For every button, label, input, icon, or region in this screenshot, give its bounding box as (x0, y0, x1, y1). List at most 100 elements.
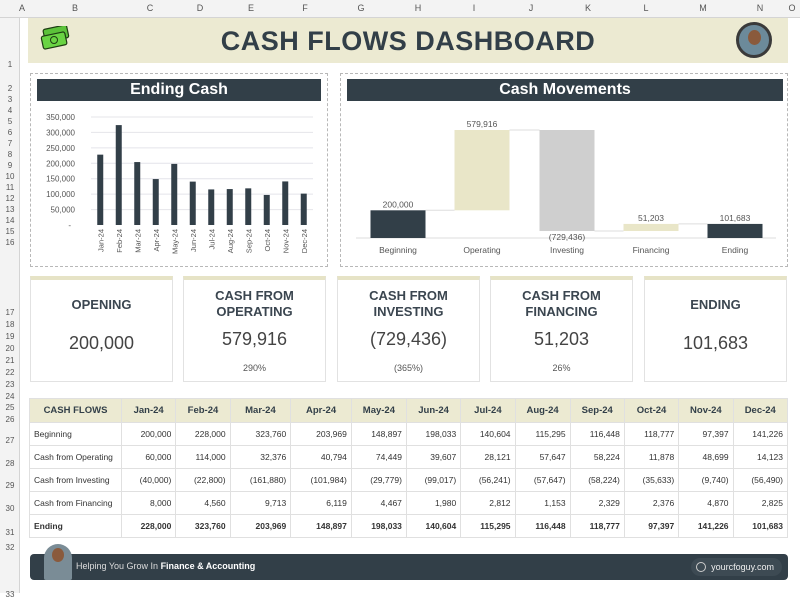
waterfall-bar-investing[interactable] (539, 130, 595, 232)
table-cell: 115,295 (514, 422, 571, 446)
row-header[interactable]: 30 (5, 504, 15, 513)
waterfall-bar-operating[interactable] (454, 130, 510, 211)
x-tick-label: May-24 (170, 229, 179, 254)
row-header[interactable]: 3 (7, 95, 13, 104)
bar-Feb-24[interactable] (115, 125, 122, 225)
row-header[interactable]: 18 (5, 320, 15, 329)
x-tick-label: Feb-24 (115, 229, 124, 253)
cash-movements-panel: Cash Movements 200,000 Beginning 579,916 Op… (340, 73, 788, 267)
row-header[interactable]: 33 (5, 590, 15, 599)
column-header[interactable]: G (357, 3, 365, 13)
bar-Oct-24[interactable] (263, 194, 270, 225)
waterfall-bar-financing[interactable] (623, 223, 679, 232)
column-header[interactable]: H (414, 3, 422, 13)
bar-Jul-24[interactable] (208, 189, 215, 225)
column-header[interactable]: L (643, 3, 649, 13)
kpi-title: OPENING (71, 297, 132, 312)
row-header[interactable]: 19 (5, 332, 15, 341)
bar-Apr-24[interactable] (152, 179, 159, 225)
row-header[interactable]: 27 (5, 436, 15, 445)
table-cell: 203,969 (229, 514, 292, 538)
row-header[interactable]: 9 (7, 161, 13, 170)
row-header[interactable]: 8 (7, 150, 13, 159)
bar-Jun-24[interactable] (189, 181, 196, 225)
row-label: Ending (29, 514, 122, 538)
column-header[interactable]: N (756, 3, 764, 13)
table-cell: 148,897 (290, 514, 352, 538)
column-header[interactable]: J (528, 3, 534, 13)
website-link[interactable]: yourcfoguy.com (691, 558, 782, 576)
bar-Nov-24[interactable] (282, 181, 289, 225)
column-header-cell: CASH FLOWS (29, 398, 122, 423)
bar-May-24[interactable] (171, 163, 178, 225)
column-header[interactable]: K (584, 3, 592, 13)
column-header[interactable]: E (247, 3, 255, 13)
row-header[interactable]: 22 (5, 368, 15, 377)
page-title: CASH FLOWS DASHBOARD (220, 26, 596, 56)
row-header[interactable]: 32 (5, 543, 15, 552)
kpi-value: 51,203 (533, 329, 590, 349)
row-header[interactable]: 25 (5, 403, 15, 412)
row-header[interactable]: 1 (7, 60, 13, 69)
row-label: Cash from Operating (29, 445, 122, 469)
column-header[interactable]: O (788, 3, 796, 13)
table-cell: 48,699 (678, 445, 734, 469)
table-cell: 141,226 (732, 422, 789, 446)
row-header[interactable]: 26 (5, 415, 15, 424)
row-header[interactable]: 12 (5, 194, 15, 203)
column-header[interactable]: A (18, 3, 26, 13)
row-header[interactable]: 4 (7, 106, 13, 115)
waterfall-bar-ending[interactable] (707, 223, 763, 238)
row-header[interactable]: 2 (7, 84, 13, 93)
footer-avatar (44, 544, 72, 580)
row-header[interactable]: 16 (5, 238, 15, 247)
table-cell: 4,467 (350, 491, 407, 515)
x-tick-label: Jan-24 (96, 229, 105, 252)
row-header[interactable]: 17 (5, 308, 15, 317)
row-header[interactable]: 13 (5, 205, 15, 214)
table-cell: (29,779) (350, 468, 407, 492)
row-header[interactable]: 11 (5, 183, 15, 192)
cash-flows-table: CASH FLOWS Jan-24 Feb-24 Mar-24 Apr-24 May-24… (29, 398, 789, 538)
row-header[interactable]: 28 (5, 459, 15, 468)
table-cell: 1,153 (514, 491, 571, 515)
table-cell: 116,448 (569, 422, 625, 446)
waterfall-bar-beginning[interactable] (370, 210, 426, 238)
row-header[interactable]: 23 (5, 380, 15, 389)
table-row: Cash from Financing 8,000 4,560 9,713 6,119 4… (29, 491, 789, 515)
bar-Sep-24[interactable] (245, 188, 252, 225)
row-header[interactable]: 31 (5, 528, 15, 537)
row-header[interactable]: 29 (5, 481, 15, 490)
y-tick-label: 300,000 (46, 128, 75, 137)
table-cell: (56,490) (732, 468, 789, 492)
column-header[interactable]: D (196, 3, 204, 13)
data-label: 579,916 (467, 119, 498, 129)
row-header[interactable]: 7 (7, 139, 13, 148)
table-cell: 148,897 (350, 422, 407, 446)
column-header[interactable]: I (472, 3, 476, 13)
row-header[interactable]: 10 (5, 172, 15, 181)
bar-Jan-24[interactable] (97, 154, 104, 225)
kpi-title: ENDING (690, 297, 741, 312)
bar-Mar-24[interactable] (134, 162, 141, 225)
bar-Aug-24[interactable] (226, 189, 233, 225)
row-header[interactable]: 5 (7, 117, 13, 126)
table-cell: (58,224) (569, 468, 625, 492)
row-header[interactable]: 6 (7, 128, 13, 137)
row-header[interactable]: 14 (5, 216, 15, 225)
row-header[interactable]: 24 (5, 392, 15, 401)
column-header-cell: Dec-24 (732, 398, 789, 423)
table-cell: 115,295 (460, 514, 516, 538)
bar-Dec-24[interactable] (300, 193, 307, 225)
table-cell: 97,397 (623, 514, 680, 538)
table-cell: 228,000 (175, 422, 231, 446)
row-header[interactable]: 20 (5, 344, 15, 353)
column-header[interactable]: F (302, 3, 308, 13)
table-cell: (57,647) (514, 468, 571, 492)
kpi-card-cash-from-operating: CASH FROM OPERATING 579,916 290% (183, 276, 326, 382)
row-header[interactable]: 21 (5, 356, 15, 365)
column-header[interactable]: C (146, 3, 154, 13)
column-header[interactable]: B (71, 3, 79, 13)
row-header[interactable]: 15 (5, 227, 15, 236)
column-header[interactable]: M (699, 3, 707, 13)
